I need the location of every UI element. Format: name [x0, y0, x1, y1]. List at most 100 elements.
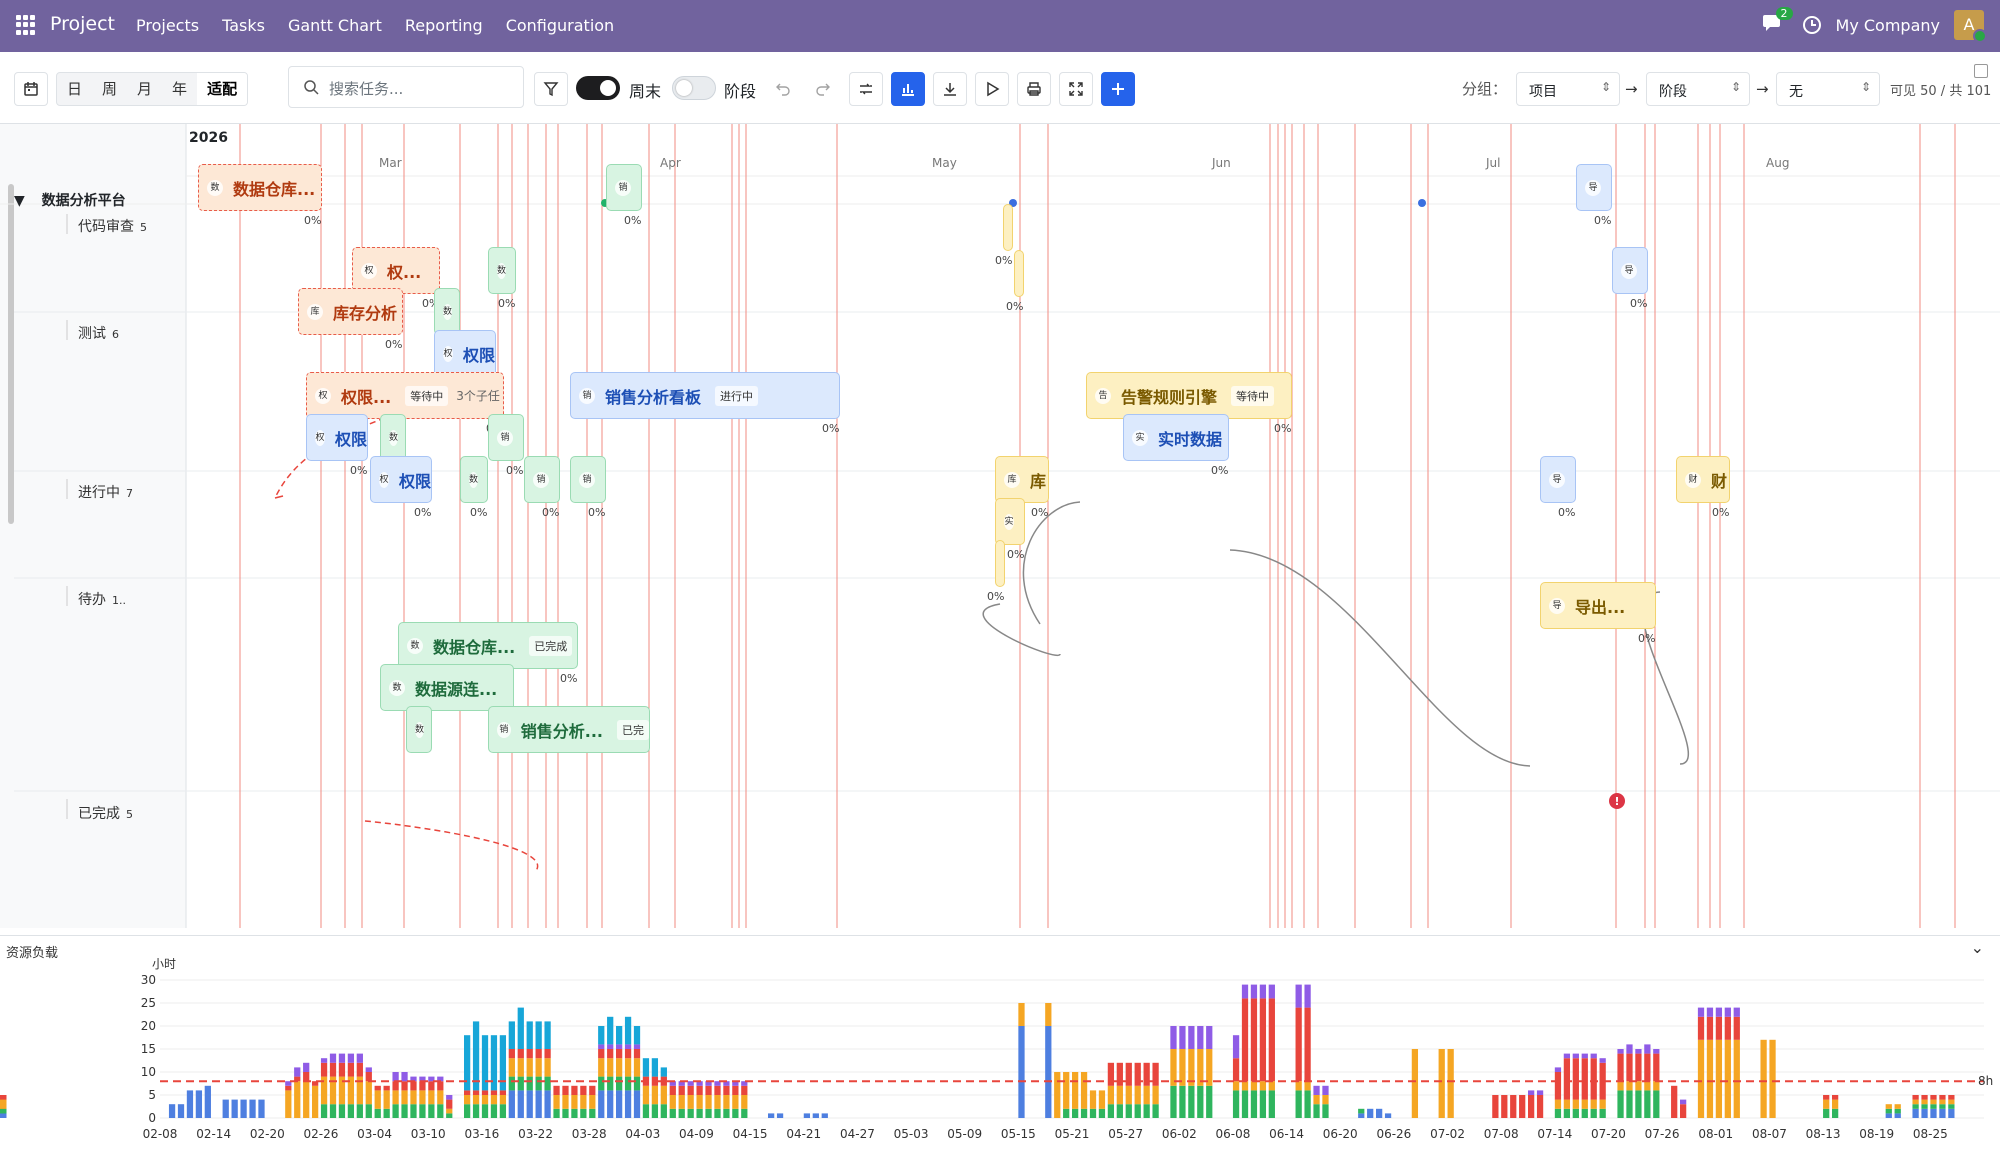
- task-bar[interactable]: 数: [460, 456, 488, 503]
- dependency-link[interactable]: [1229, 549, 1531, 767]
- user-avatar[interactable]: A: [1954, 10, 1987, 43]
- task-bar[interactable]: 库库存分析: [298, 288, 403, 335]
- task-bar[interactable]: 权权限... 等待中 3个子任: [306, 372, 504, 419]
- row-label-done[interactable]: 已完成 5: [78, 803, 133, 823]
- row-label-testing[interactable]: 测试 6: [78, 323, 119, 343]
- task-bar[interactable]: 权权限: [370, 456, 432, 503]
- task-bar[interactable]: 销: [524, 456, 560, 503]
- task-bar[interactable]: 权权限: [306, 414, 368, 461]
- redo-button[interactable]: [806, 72, 840, 106]
- critical-path-button[interactable]: [849, 72, 883, 106]
- load-bar-segment: [1197, 1026, 1204, 1049]
- load-bar-segment: [1304, 984, 1311, 1008]
- scale-selector: 日 周 月 年 适配: [56, 72, 249, 106]
- menu-configuration[interactable]: Configuration: [505, 16, 615, 35]
- load-bar-segment: [1063, 1108, 1070, 1118]
- task-bar[interactable]: 销销售分析... 已完: [488, 706, 650, 753]
- task-bar[interactable]: [995, 540, 1005, 587]
- scale-year[interactable]: 年: [172, 80, 188, 98]
- settings-icon[interactable]: [1974, 64, 1988, 78]
- task-bar[interactable]: 数数据仓库... 已完成: [398, 622, 578, 669]
- task-bar[interactable]: 库库: [995, 456, 1049, 503]
- fullscreen-button[interactable]: [1059, 72, 1093, 106]
- resource-chart-button[interactable]: [891, 72, 925, 106]
- load-bar-segment: [320, 1104, 328, 1118]
- row-label-in-progress[interactable]: 进行中 7: [78, 482, 133, 502]
- load-bar-segment: [544, 1049, 551, 1059]
- task-bar[interactable]: 数: [406, 706, 432, 753]
- menu-projects[interactable]: Projects: [136, 16, 200, 35]
- task-bar[interactable]: 销: [488, 414, 524, 461]
- project-group-header[interactable]: ▼ 数据分析平台: [14, 190, 126, 210]
- undo-button[interactable]: [766, 72, 800, 106]
- load-bar-segment: [1572, 1058, 1579, 1100]
- scale-month[interactable]: 月: [137, 80, 153, 98]
- load-bar-segment: [1912, 1099, 1919, 1105]
- task-bar[interactable]: 数: [434, 288, 460, 335]
- print-button[interactable]: [1017, 72, 1051, 106]
- task-bar[interactable]: 导: [1612, 247, 1648, 294]
- row-label-code-review[interactable]: 代码审查 5: [78, 216, 147, 236]
- x-tick-label: 05-15: [1001, 1127, 1036, 1141]
- group-level-2-select[interactable]: 阶段: [1646, 72, 1750, 106]
- chevron-down-icon[interactable]: ⌄: [1970, 938, 1984, 957]
- load-bar-segment: [1536, 1095, 1544, 1118]
- group-level-3-select[interactable]: 无: [1776, 72, 1880, 106]
- load-bar-segment: [365, 1072, 372, 1082]
- scale-day[interactable]: 日: [67, 80, 83, 98]
- task-bar[interactable]: 导导出...: [1540, 582, 1656, 629]
- apps-grid-icon[interactable]: [16, 15, 36, 35]
- scale-fit[interactable]: 适配: [197, 73, 248, 105]
- load-bar-segment: [1304, 1007, 1311, 1082]
- collapse-triangle-icon[interactable]: ▼: [14, 193, 25, 209]
- task-bar[interactable]: [1003, 204, 1013, 251]
- stage-toggle[interactable]: [672, 76, 716, 100]
- chat-icon[interactable]: 2: [1762, 7, 1793, 37]
- group-level-1-select[interactable]: 项目: [1516, 72, 1620, 106]
- play-button[interactable]: [975, 72, 1009, 106]
- task-bar[interactable]: 权权限: [434, 330, 496, 377]
- task-bar[interactable]: 数数据源连...: [380, 664, 514, 711]
- group-by-label: 分组：: [1462, 80, 1508, 98]
- scale-week[interactable]: 周: [102, 80, 118, 98]
- menu-gantt-chart[interactable]: Gantt Chart: [287, 16, 382, 35]
- menu-reporting[interactable]: Reporting: [404, 16, 483, 35]
- row-label-todo[interactable]: 待办 1..: [78, 589, 126, 609]
- task-bar[interactable]: 导: [1540, 456, 1576, 503]
- clock-icon[interactable]: [1802, 15, 1822, 35]
- task-bar[interactable]: 销销售分析看板 进行中: [570, 372, 840, 419]
- task-bar[interactable]: [1014, 250, 1024, 297]
- weekend-toggle[interactable]: [576, 76, 620, 100]
- milestone-marker[interactable]: [1418, 199, 1426, 207]
- task-bar[interactable]: 销: [570, 456, 606, 503]
- load-bar-segment: [616, 1058, 623, 1077]
- search-box[interactable]: 搜索任务...: [288, 66, 524, 108]
- vertical-scrollbar[interactable]: [8, 184, 14, 524]
- task-bar[interactable]: 导: [1576, 164, 1612, 211]
- company-switcher[interactable]: My Company: [1835, 15, 1940, 35]
- task-bar[interactable]: 权权...: [352, 247, 440, 294]
- warning-icon[interactable]: [1609, 793, 1625, 809]
- download-button[interactable]: [933, 72, 967, 106]
- task-bar[interactable]: 数: [380, 414, 406, 461]
- task-bar[interactable]: 实: [995, 498, 1025, 545]
- filter-button[interactable]: [534, 72, 568, 106]
- load-bar-segment: [437, 1081, 444, 1091]
- dependency-link[interactable]: [1022, 501, 1081, 625]
- task-bar[interactable]: 数数据仓库...: [198, 164, 322, 211]
- add-task-button[interactable]: [1101, 72, 1135, 106]
- task-bar[interactable]: 销: [606, 164, 642, 211]
- menu-tasks[interactable]: Tasks: [222, 16, 265, 35]
- search-input[interactable]: 搜索任务...: [329, 80, 404, 98]
- load-bar-segment: [1572, 1053, 1579, 1059]
- task-avatar-icon: 导: [1549, 597, 1565, 614]
- load-bar-segment: [1411, 1049, 1419, 1118]
- task-bar[interactable]: 实实时数据: [1123, 414, 1229, 461]
- dependency-link[interactable]: [982, 603, 1061, 656]
- x-tick-label: 06-08: [1216, 1127, 1251, 1141]
- task-bar[interactable]: 财财: [1676, 456, 1730, 503]
- task-bar[interactable]: 告告警规则引擎 等待中: [1086, 372, 1292, 419]
- task-bar[interactable]: 数: [488, 247, 516, 294]
- calendar-today-button[interactable]: [14, 72, 48, 106]
- app-title[interactable]: Project: [50, 13, 116, 35]
